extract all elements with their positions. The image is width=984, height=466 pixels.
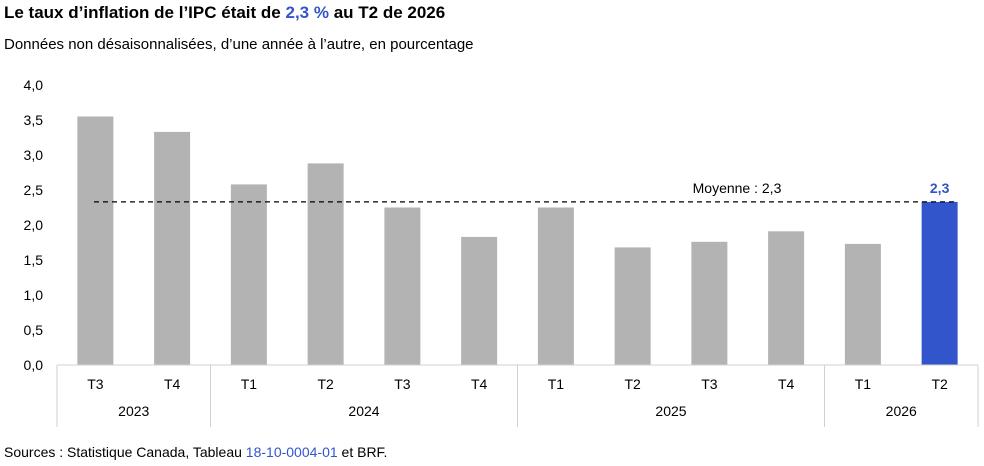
source-prefix: Sources : Statistique Canada, Tableau (4, 444, 246, 460)
bar (230, 184, 267, 365)
x-group-label: 2025 (655, 403, 686, 419)
bar (461, 236, 498, 365)
y-tick-label: 2,5 (24, 182, 44, 198)
x-tick-label: T3 (701, 376, 718, 392)
title-highlight: 2,3 % (285, 3, 329, 22)
y-tick-label: 4,0 (24, 77, 44, 93)
y-tick-label: 1,0 (24, 287, 44, 303)
source-note: Sources : Statistique Canada, Tableau 18… (4, 444, 387, 460)
y-axis: 0,0 0,5 1,0 1,5 2,0 2,5 3,0 3,5 4,0 (24, 77, 44, 373)
x-tick-label: T2 (624, 376, 641, 392)
x-tick-label: T4 (471, 376, 488, 392)
y-tick-label: 3,0 (24, 147, 44, 163)
x-axis: T3 T4 T1 T2 T3 T4 T1 T2 T3 T4 T1 T2 2023 2024 2025 2026 (56, 364, 979, 427)
y-tick-label: 0,0 (24, 357, 44, 373)
bar (307, 163, 344, 365)
y-tick-label: 0,5 (24, 322, 44, 338)
x-group-label: 2024 (348, 403, 379, 419)
bar (384, 207, 421, 365)
source-table-link[interactable]: 18-10-0004-01 (245, 444, 338, 460)
y-tick-label: 1,5 (24, 252, 44, 268)
bar-highlight (921, 201, 958, 365)
data-label-highlight: 2,3 (930, 180, 950, 196)
chart-subtitle: Données non désaisonnalisées, d’une anné… (4, 36, 474, 53)
x-tick-label: T3 (87, 376, 104, 392)
y-tick-label: 2,0 (24, 217, 44, 233)
x-tick-label: T1 (548, 376, 565, 392)
bar (154, 131, 191, 365)
x-tick-label: T4 (778, 376, 795, 392)
chart-title: Le taux d’inflation de l’IPC était de 2,… (4, 3, 445, 23)
bar (77, 116, 114, 365)
x-group-label: 2026 (886, 403, 917, 419)
bar (691, 241, 728, 365)
bar (537, 207, 574, 365)
x-group-label: 2023 (118, 403, 149, 419)
x-tick-label: T1 (855, 376, 872, 392)
bar (844, 243, 881, 365)
bars: 2,3 (77, 116, 958, 365)
x-tick-label: T2 (317, 376, 334, 392)
bar-chart: 0,0 0,5 1,0 1,5 2,0 2,5 3,0 3,5 4,0 2,3 Moyenne … (24, 77, 979, 427)
y-tick-label: 3,5 (24, 112, 44, 128)
x-tick-label: T2 (931, 376, 948, 392)
x-tick-label: T1 (241, 376, 258, 392)
x-tick-label: T4 (164, 376, 181, 392)
x-tick-label: T3 (394, 376, 411, 392)
source-suffix: et BRF. (337, 444, 388, 460)
title-suffix: au T2 de 2026 (328, 3, 446, 22)
bar (614, 247, 651, 365)
bar (768, 231, 805, 365)
average-line-label: Moyenne : 2,3 (693, 180, 782, 196)
title-prefix: Le taux d’inflation de l’IPC était de (4, 3, 286, 22)
reference-line: Moyenne : 2,3 (94, 180, 958, 203)
